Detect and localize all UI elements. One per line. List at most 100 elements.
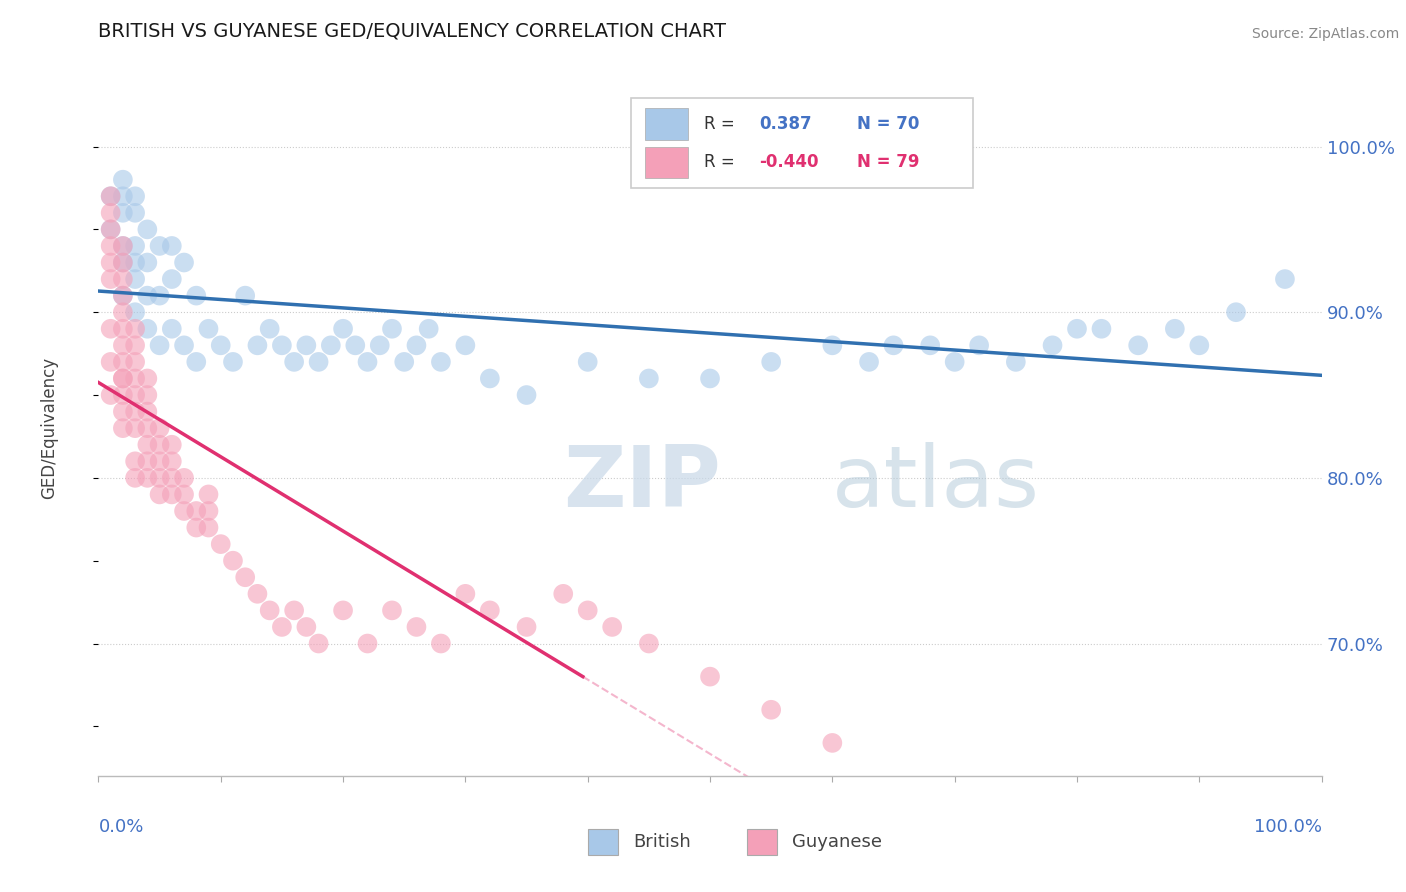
Point [136, 438, 159, 452]
Point [699, 371, 721, 385]
Point [222, 355, 245, 369]
Text: 0.387: 0.387 [759, 115, 811, 133]
Point [100, 222, 122, 236]
Point [173, 255, 195, 269]
Point [173, 504, 195, 518]
Point [136, 371, 159, 385]
Point [368, 338, 391, 352]
Point [1225, 305, 1247, 319]
Text: N = 79: N = 79 [856, 153, 920, 171]
Point [124, 255, 146, 269]
Point [405, 338, 427, 352]
Text: BRITISH VS GUYANESE GED/EQUIVALENCY CORRELATION CHART: BRITISH VS GUYANESE GED/EQUIVALENCY CORR… [98, 21, 727, 40]
Text: ZIP: ZIP [564, 442, 721, 525]
Point [160, 438, 183, 452]
Point [883, 338, 905, 352]
Point [920, 338, 942, 352]
Point [124, 421, 146, 435]
Point [600, 620, 623, 634]
Point [454, 587, 477, 601]
Point [405, 620, 427, 634]
Point [111, 371, 134, 385]
Point [136, 288, 159, 302]
Point [356, 355, 378, 369]
Point [332, 603, 354, 617]
Point [111, 189, 134, 203]
Point [295, 338, 318, 352]
Point [430, 636, 453, 650]
Point [111, 255, 134, 269]
Point [124, 338, 146, 352]
Point [186, 355, 208, 369]
Point [100, 322, 122, 336]
Point [136, 255, 159, 269]
Point [111, 421, 134, 435]
Point [270, 620, 294, 634]
Point [1090, 322, 1112, 336]
Text: 0.0%: 0.0% [98, 818, 143, 836]
Point [111, 239, 134, 253]
FancyBboxPatch shape [645, 109, 688, 140]
Point [136, 421, 159, 435]
Point [344, 338, 367, 352]
Point [124, 272, 146, 286]
Point [943, 355, 966, 369]
Point [124, 189, 146, 203]
Point [100, 189, 122, 203]
Text: Guyanese: Guyanese [792, 833, 882, 851]
Point [136, 322, 159, 336]
Point [553, 587, 575, 601]
Point [197, 322, 219, 336]
Point [515, 620, 537, 634]
Point [136, 471, 159, 485]
Point [136, 222, 159, 236]
Point [111, 404, 134, 418]
Point [821, 736, 844, 750]
Point [392, 355, 416, 369]
Point [111, 388, 134, 402]
Point [111, 172, 134, 186]
Point [1188, 338, 1211, 352]
Point [283, 603, 305, 617]
Point [111, 322, 134, 336]
Point [173, 471, 195, 485]
Point [381, 322, 404, 336]
Point [100, 255, 122, 269]
Point [478, 371, 501, 385]
Point [111, 288, 134, 302]
Point [246, 587, 269, 601]
Point [111, 272, 134, 286]
Point [197, 504, 219, 518]
Point [209, 537, 232, 551]
Point [149, 288, 172, 302]
Text: R =: R = [704, 153, 740, 171]
FancyBboxPatch shape [747, 829, 778, 855]
Point [356, 636, 378, 650]
Point [332, 322, 354, 336]
Point [1066, 322, 1088, 336]
Point [111, 239, 134, 253]
Point [124, 305, 146, 319]
Point [100, 189, 122, 203]
Point [319, 338, 342, 352]
Point [1164, 322, 1187, 336]
Text: R =: R = [704, 115, 740, 133]
Point [222, 554, 245, 568]
Point [136, 454, 159, 468]
Point [149, 421, 172, 435]
Point [124, 404, 146, 418]
Point [858, 355, 880, 369]
Point [283, 355, 305, 369]
Text: GED/Equivalency: GED/Equivalency [41, 357, 59, 500]
Point [209, 338, 232, 352]
Point [149, 338, 172, 352]
Point [197, 487, 219, 501]
Point [186, 520, 208, 534]
Text: Source: ZipAtlas.com: Source: ZipAtlas.com [1251, 27, 1399, 41]
Point [124, 388, 146, 402]
FancyBboxPatch shape [588, 829, 619, 855]
Point [821, 338, 844, 352]
Point [308, 355, 330, 369]
Point [111, 305, 134, 319]
Point [100, 222, 122, 236]
